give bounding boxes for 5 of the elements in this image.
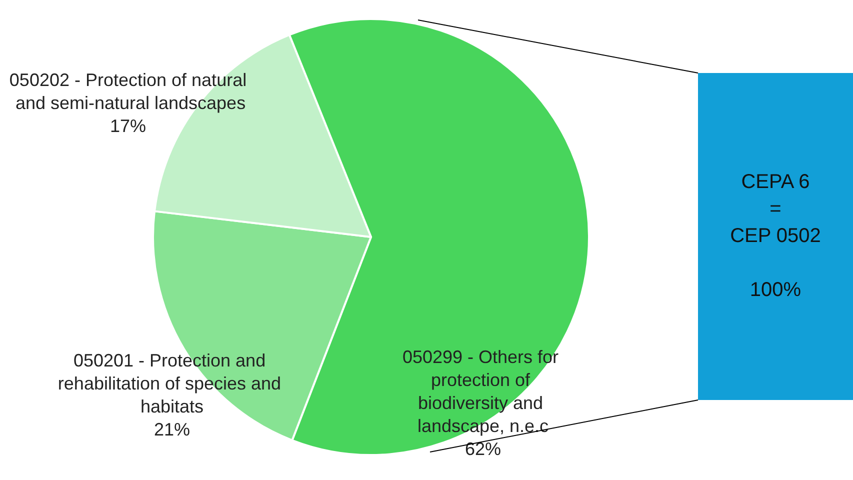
data-label: 21% xyxy=(154,420,190,440)
slice-label: 050202 - Protection of natural and semi-natural landscapes xyxy=(9,70,247,113)
summary-box: CEPA 6 = CEP 0502 100% xyxy=(698,73,853,400)
data-label: 17% xyxy=(110,116,146,136)
data-label: 62% xyxy=(464,439,502,459)
